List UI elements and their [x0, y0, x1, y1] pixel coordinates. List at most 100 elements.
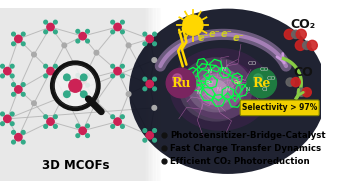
Bar [147, 8, 151, 181]
Circle shape [64, 74, 70, 81]
Ellipse shape [188, 67, 243, 112]
Circle shape [295, 40, 305, 50]
Circle shape [76, 83, 80, 87]
Bar [162, 8, 166, 181]
Circle shape [12, 140, 15, 144]
Circle shape [15, 35, 22, 43]
Circle shape [86, 29, 89, 33]
Bar [145, 8, 150, 181]
Circle shape [12, 83, 15, 86]
Circle shape [1, 112, 4, 116]
Circle shape [94, 99, 99, 104]
Circle shape [111, 64, 114, 68]
Bar [159, 8, 163, 181]
Bar [151, 8, 155, 181]
Circle shape [111, 125, 114, 128]
Circle shape [153, 32, 156, 36]
Text: Photosensitizer-Bridge-Catalyst: Photosensitizer-Bridge-Catalyst [170, 131, 326, 140]
Bar [166, 8, 170, 181]
Circle shape [81, 91, 87, 98]
Circle shape [284, 29, 294, 39]
Circle shape [86, 124, 89, 128]
Circle shape [146, 132, 153, 139]
Bar [152, 8, 157, 181]
Bar [153, 8, 158, 181]
Circle shape [53, 30, 57, 34]
Ellipse shape [129, 9, 327, 174]
Text: e⁻: e⁻ [233, 33, 245, 43]
Bar [148, 8, 153, 181]
Text: Re: Re [253, 77, 271, 90]
Circle shape [47, 67, 54, 75]
Circle shape [1, 74, 4, 78]
Circle shape [247, 68, 276, 98]
Circle shape [143, 138, 147, 142]
Circle shape [12, 42, 15, 46]
Text: Ru: Ru [171, 77, 191, 90]
Circle shape [53, 20, 57, 24]
Circle shape [146, 35, 153, 43]
Ellipse shape [179, 57, 253, 122]
Circle shape [153, 42, 156, 46]
Circle shape [4, 115, 11, 122]
Ellipse shape [198, 73, 234, 105]
Circle shape [143, 32, 147, 36]
Circle shape [307, 40, 317, 50]
Circle shape [44, 64, 47, 68]
Circle shape [76, 124, 80, 128]
Circle shape [297, 88, 305, 96]
Circle shape [114, 67, 121, 75]
Ellipse shape [195, 69, 246, 110]
Circle shape [111, 20, 114, 24]
Circle shape [47, 118, 54, 125]
Circle shape [86, 134, 89, 137]
Circle shape [4, 67, 11, 75]
Circle shape [143, 42, 147, 46]
Circle shape [53, 115, 57, 119]
Circle shape [126, 92, 131, 96]
Circle shape [303, 41, 311, 50]
Circle shape [183, 15, 203, 35]
Circle shape [111, 115, 114, 119]
Circle shape [21, 140, 25, 144]
Circle shape [121, 115, 124, 119]
Bar [156, 8, 161, 181]
Circle shape [10, 122, 14, 125]
Text: Re: Re [233, 80, 241, 85]
Circle shape [121, 64, 124, 68]
Circle shape [153, 129, 156, 132]
Circle shape [94, 50, 99, 55]
Circle shape [44, 20, 47, 24]
Circle shape [121, 74, 124, 78]
Ellipse shape [205, 79, 227, 100]
Circle shape [114, 118, 121, 125]
Circle shape [152, 58, 157, 62]
Circle shape [44, 115, 47, 119]
Circle shape [143, 129, 147, 132]
Circle shape [153, 87, 156, 91]
Circle shape [44, 74, 47, 78]
Circle shape [12, 92, 15, 96]
Circle shape [1, 122, 4, 125]
Ellipse shape [184, 60, 257, 119]
Circle shape [10, 112, 14, 116]
Circle shape [53, 74, 57, 78]
Bar [155, 8, 159, 181]
Circle shape [32, 101, 36, 105]
Text: CO: CO [293, 66, 313, 79]
Text: e⁻: e⁻ [221, 29, 233, 39]
Circle shape [12, 130, 15, 134]
Circle shape [111, 30, 114, 34]
Circle shape [86, 74, 89, 77]
Text: N: N [221, 67, 225, 72]
Circle shape [143, 87, 147, 91]
Text: Selectivity > 97%: Selectivity > 97% [242, 103, 317, 112]
Circle shape [79, 33, 86, 40]
Circle shape [15, 86, 22, 93]
Circle shape [111, 74, 114, 78]
Circle shape [146, 80, 153, 88]
Circle shape [152, 105, 157, 110]
Circle shape [121, 125, 124, 128]
Circle shape [69, 79, 82, 92]
Text: e⁻: e⁻ [198, 33, 210, 43]
